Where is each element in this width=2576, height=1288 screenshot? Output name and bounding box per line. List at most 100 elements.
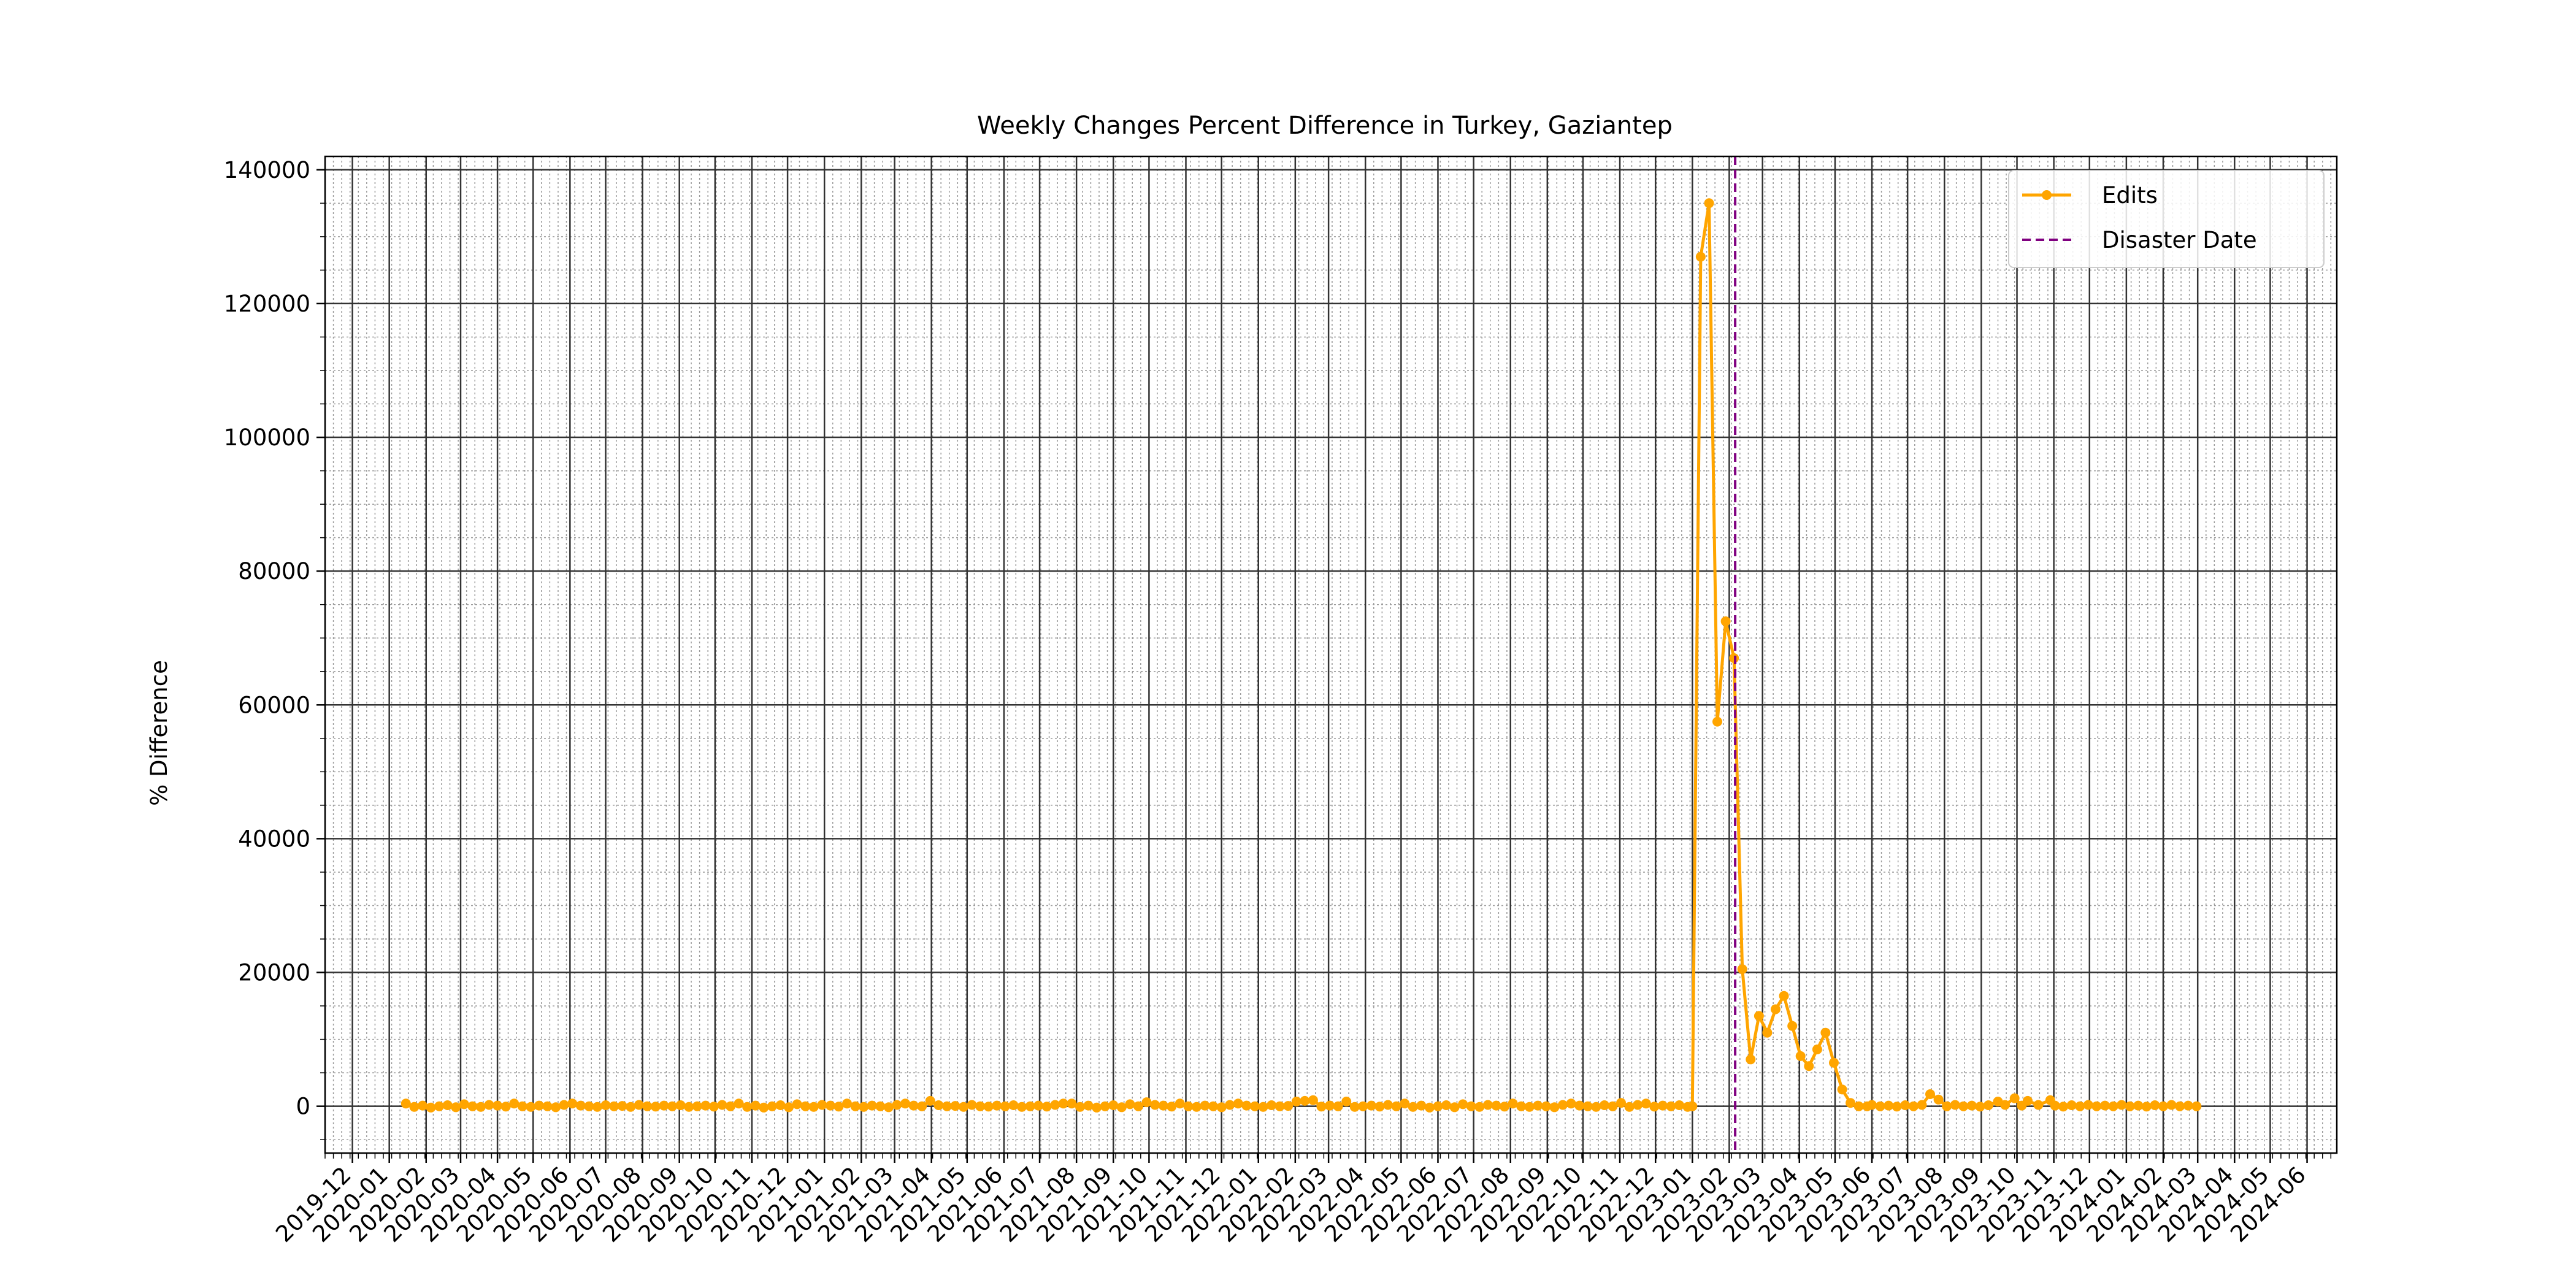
- edits-point: [1549, 1102, 1560, 1113]
- edits-point: [1746, 1054, 1756, 1065]
- edits-point: [850, 1101, 861, 1111]
- edits-point: [759, 1102, 769, 1113]
- series-layer: [401, 156, 2202, 1153]
- edits-point: [1737, 964, 1747, 975]
- edits-point: [617, 1101, 627, 1111]
- edits-point: [1704, 198, 1714, 209]
- edits-point: [1150, 1100, 1160, 1110]
- edits-point: [559, 1100, 569, 1110]
- edits-point: [1616, 1098, 1626, 1108]
- edits-point: [2050, 1100, 2060, 1111]
- edits-point: [1233, 1098, 1243, 1109]
- edits-point: [1649, 1102, 1660, 1112]
- edits-point: [1133, 1101, 1143, 1111]
- edits-point: [2009, 1093, 2020, 1103]
- edits-point: [1092, 1102, 1102, 1113]
- edits-point: [825, 1100, 835, 1111]
- edits-point: [2058, 1102, 2069, 1112]
- edits-point: [1900, 1100, 1911, 1110]
- edits-point: [1083, 1100, 1094, 1111]
- edits-point: [734, 1098, 744, 1109]
- edits-point: [659, 1100, 669, 1111]
- edits-point: [1566, 1098, 1576, 1109]
- edits-point: [717, 1100, 727, 1110]
- edits-point: [1125, 1099, 1135, 1110]
- edits-point: [526, 1102, 536, 1112]
- edits-point: [1433, 1101, 1443, 1111]
- edits-point: [1533, 1100, 1543, 1111]
- edits-point: [650, 1102, 661, 1112]
- edits-point: [2075, 1101, 2085, 1111]
- edits-point: [2133, 1100, 2144, 1111]
- edits-point: [1017, 1102, 1027, 1112]
- edits-point: [1275, 1101, 1285, 1111]
- edits-point: [800, 1101, 811, 1111]
- edits-point: [1829, 1057, 1839, 1068]
- chart-title: Weekly Changes Percent Difference in Tur…: [977, 112, 1673, 140]
- edits-point: [2125, 1101, 2135, 1111]
- edits-point: [2000, 1100, 2011, 1110]
- edits-point: [484, 1100, 494, 1110]
- edits-point: [1942, 1101, 1952, 1111]
- edits-point: [584, 1101, 594, 1111]
- edits-point: [642, 1101, 653, 1111]
- legend-edits-marker: [2042, 190, 2052, 200]
- edits-point: [975, 1101, 986, 1111]
- edits-point: [1771, 1004, 1781, 1014]
- edits-point: [1258, 1102, 1268, 1112]
- edits-point: [2108, 1101, 2118, 1111]
- edits-point: [1516, 1101, 1527, 1111]
- edits-point: [434, 1101, 445, 1111]
- edits-point: [792, 1099, 802, 1110]
- edits-point: [2150, 1100, 2160, 1110]
- edits-point: [1041, 1102, 1052, 1112]
- edits-point: [1582, 1101, 1593, 1111]
- edits-point: [626, 1102, 636, 1112]
- edits-point: [842, 1098, 852, 1109]
- edits-point: [817, 1100, 827, 1110]
- edits-point: [2117, 1100, 2127, 1110]
- edits-point: [1341, 1097, 1352, 1106]
- edits-point: [1541, 1101, 1551, 1111]
- edits-point: [1300, 1095, 1310, 1106]
- edits-point: [1249, 1101, 1260, 1111]
- edits-point: [1191, 1102, 1202, 1112]
- edits-point: [1812, 1045, 1822, 1054]
- edits-point: [1441, 1100, 1451, 1110]
- edits-point: [925, 1095, 935, 1106]
- edits-point: [1391, 1101, 1401, 1111]
- edits-point: [1508, 1098, 1518, 1109]
- edits-point: [2166, 1100, 2177, 1110]
- edits-point: [1033, 1100, 1044, 1111]
- edits-point: [1316, 1102, 1327, 1112]
- y-tick-label: 20000: [238, 960, 310, 986]
- edits-point: [1291, 1097, 1301, 1106]
- edits-point: [567, 1098, 578, 1109]
- edits-point: [1846, 1098, 1856, 1108]
- edits-point: [959, 1102, 968, 1112]
- edits-point: [2141, 1102, 2152, 1112]
- edits-point: [1058, 1098, 1068, 1109]
- edits-point: [1374, 1102, 1385, 1112]
- edits-point: [1208, 1101, 1219, 1111]
- edits-point: [1867, 1100, 1877, 1110]
- edits-point: [534, 1100, 544, 1111]
- edits-point: [1795, 1051, 1806, 1061]
- plot-frame: [324, 155, 2338, 1154]
- edits-point: [426, 1102, 436, 1113]
- edits-point: [1695, 251, 1706, 262]
- edits-point: [859, 1102, 869, 1112]
- edits-point: [1458, 1099, 1468, 1110]
- edits-point: [1966, 1100, 1977, 1111]
- edits-point: [1558, 1100, 1568, 1110]
- edits-point: [750, 1100, 761, 1111]
- edits-point: [1925, 1089, 1935, 1099]
- edits-point: [917, 1101, 927, 1111]
- edits-point: [1449, 1102, 1460, 1113]
- edits-point: [1267, 1100, 1277, 1110]
- y-tick-label: 80000: [238, 558, 310, 585]
- edits-point: [1853, 1101, 1864, 1111]
- edits-point: [1141, 1097, 1152, 1108]
- edits-point: [1779, 991, 1789, 1001]
- edits-point: [1884, 1100, 1894, 1111]
